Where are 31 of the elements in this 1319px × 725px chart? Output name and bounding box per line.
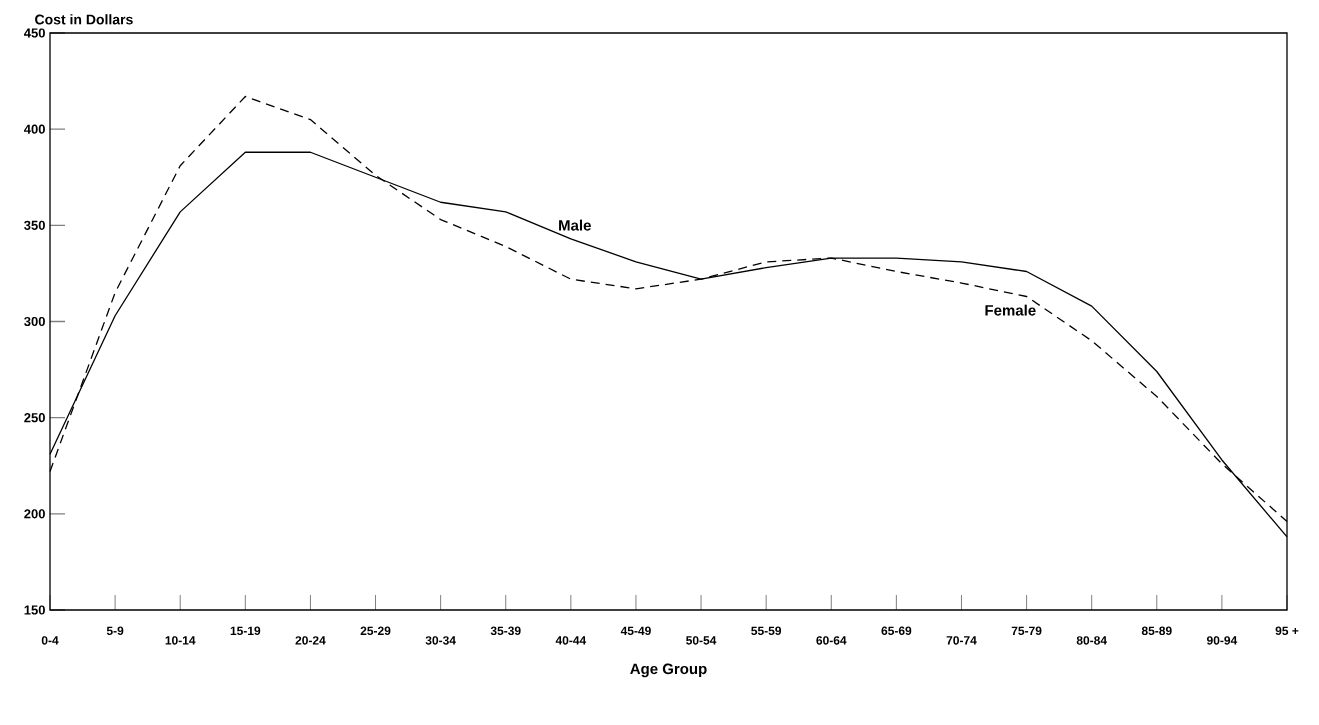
y-tick-label: 200 (24, 509, 45, 519)
y-tick-label: 400 (23, 124, 45, 134)
y-tick-label: 150 (24, 605, 45, 615)
x-tick-label: 15-19 (230, 626, 261, 636)
x-tick-label: 50-54 (686, 636, 717, 645)
x-tick-label: 65-69 (881, 626, 912, 636)
x-tick-label: 90-94 (1206, 636, 1238, 645)
x-tick-label: 85-89 (1141, 626, 1172, 636)
y-tick-label: 300 (24, 316, 45, 327)
x-tick-label: 35-39 (490, 626, 521, 636)
x-axis-title: Age Group (630, 663, 707, 678)
x-tick-label: 10-14 (165, 636, 196, 645)
x-tick-label: 75-79 (1011, 626, 1042, 636)
y-tick-label: 350 (24, 220, 45, 230)
series-label: Male (559, 219, 591, 231)
y-tick-label: 250 (24, 413, 45, 423)
series-label: Female (985, 304, 1036, 316)
x-tick-label: 70-74 (946, 636, 977, 645)
x-tick-label: 0-4 (41, 636, 59, 645)
x-tick-label: 55-59 (751, 626, 782, 636)
y-tick-label: 450 (23, 28, 45, 38)
x-tick-label: 60-64 (816, 636, 847, 645)
x-tick-label: 45-49 (620, 626, 651, 636)
x-tick-label: 5-9 (106, 626, 124, 636)
x-tick-label: 30-34 (425, 636, 456, 645)
y-axis-title: Cost in Dollars (35, 14, 133, 25)
x-tick-label: 40-44 (555, 636, 587, 645)
x-tick-label: 25-29 (360, 626, 391, 636)
x-tick-label: 20-24 (295, 636, 326, 645)
x-tick-label: 80-84 (1076, 636, 1107, 645)
x-tick-label: 95 + (1275, 626, 1299, 636)
